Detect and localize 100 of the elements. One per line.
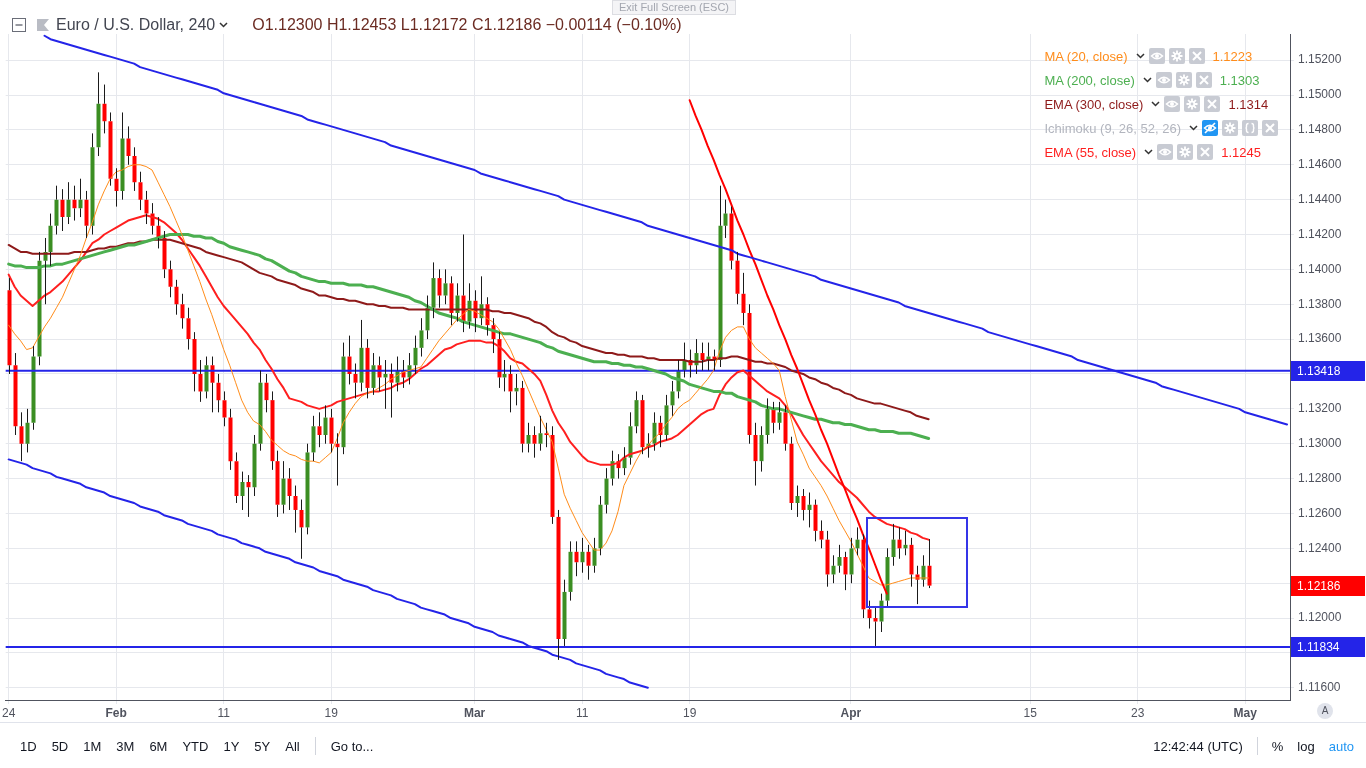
candlestick [210,356,215,413]
text: log [1297,738,1315,754]
text: 1Y [223,738,240,754]
candlestick [610,450,615,487]
candlestick [264,373,269,413]
candlestick [825,530,830,588]
candlestick [855,526,860,556]
x-tick-label: 11 [217,705,231,720]
text: 6M [149,738,168,754]
candlestick [84,190,89,239]
y-tick-label: 1.14600 [1298,157,1342,172]
candlestick [174,279,179,316]
candlestick [90,132,95,235]
text: YTD [182,738,209,754]
candlestick [216,373,221,413]
candlestick [568,540,573,602]
candlestick [329,408,334,453]
candlestick [640,394,645,455]
chart-subtitle: O1.12300 H1.12453 L1.12172 C1.12186 −0.00114 (−0.10%) [252,15,682,34]
candlestick [114,167,119,208]
candlestick [437,268,442,309]
candlestick [198,359,203,403]
ref-line-label: 1.11834 [1291,636,1365,657]
candlestick [789,436,794,511]
candlestick [7,277,12,375]
candlestick [574,540,579,577]
candlestick [634,390,639,434]
candlestick [25,408,30,453]
annotation: 1.1303 [1219,72,1260,88]
candlestick [765,397,770,445]
candlestick [299,499,304,560]
ref-line-label: 1.13418 [1291,360,1365,381]
x-tick-label: 19 [682,705,697,720]
candlestick [37,251,42,366]
candlestick [807,492,812,528]
candlestick [729,206,734,270]
candlestick [520,380,525,453]
candlestick [323,404,328,445]
candlestick [168,260,173,298]
x-tick-label: 23 [1130,705,1145,720]
y-tick-label: 1.13800 [1298,296,1342,311]
annotation: Ichimoku (9, 26, 52, 26) [1044,120,1181,136]
candlestick [813,499,818,542]
y-tick-label: 1.13200 [1298,401,1342,416]
y-tick-label: 1.14800 [1298,122,1342,137]
candlestick [126,125,131,166]
candlestick [891,523,896,567]
candlestick [180,293,185,330]
candlestick [60,188,65,232]
text: % [1271,738,1284,754]
candlestick [735,251,740,305]
x-tick-label: 11 [575,705,589,720]
y-tick-label: 1.15000 [1298,87,1342,102]
candlestick [443,268,448,305]
x-tick-label: May [1233,705,1258,720]
candlestick [550,425,555,525]
text: EMA (300, close) [1044,96,1144,112]
candlestick [771,401,776,434]
candlestick [604,467,609,514]
candlestick [240,471,245,511]
chart-title: Euro / U.S. Dollar, 240 [56,15,216,34]
candlestick [234,451,239,504]
candlestick [431,261,436,319]
candlestick [96,71,101,157]
y-tick-label: 1.12600 [1298,505,1342,520]
text: 5D [51,738,69,754]
candlestick [819,519,824,549]
y-tick-label: 1.14200 [1298,226,1342,241]
candlestick [120,111,125,201]
candlestick [580,537,585,574]
candlestick [204,356,209,399]
candlestick [108,111,113,187]
text: Go to... [330,738,374,754]
candlestick [66,181,71,225]
candlestick [526,422,531,453]
candlestick [138,171,143,211]
candlestick [371,352,376,396]
candlestick [879,593,884,633]
candlestick [78,178,83,218]
x-tick-label: Apr [840,705,862,720]
candlestick [867,600,872,630]
y-tick-label: 1.14000 [1298,261,1342,276]
y-tick-label: 1.14400 [1298,191,1342,206]
candlestick [258,369,263,452]
candlestick [909,537,914,588]
candlestick [801,488,806,521]
candlestick [222,390,227,427]
y-tick-label: 1.12400 [1298,540,1342,555]
text: All [285,738,300,754]
text: MA (20, close) [1044,48,1128,64]
candlestick [287,467,292,511]
candlestick [317,411,322,448]
candlestick [759,425,764,473]
candlestick [311,415,316,462]
candlestick [592,537,597,574]
text: 1M [83,738,102,754]
x-tick-label: 15 [1023,705,1038,720]
candlestick [508,364,513,413]
candlestick [873,607,878,647]
candlestick [831,554,836,584]
